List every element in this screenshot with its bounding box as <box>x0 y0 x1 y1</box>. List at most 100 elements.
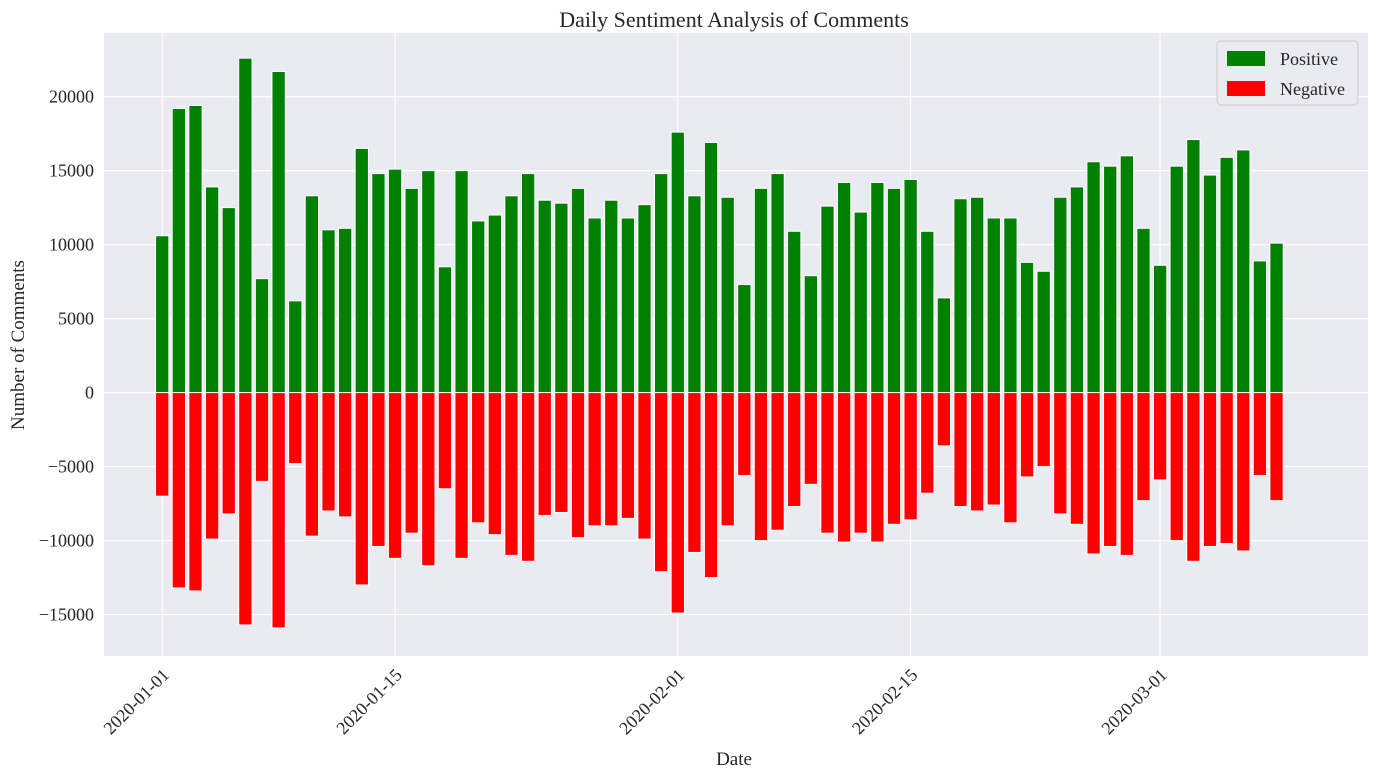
y-tick-label: 15000 <box>49 161 94 181</box>
bar-negative <box>471 392 486 524</box>
bar-positive <box>570 187 586 394</box>
bar-positive <box>654 173 669 394</box>
bar-positive <box>1252 260 1268 394</box>
bar-positive <box>986 217 1001 394</box>
bar-negative <box>1269 392 1284 502</box>
bar-positive <box>970 196 985 394</box>
bar-positive <box>703 142 719 394</box>
bar-positive <box>404 187 419 394</box>
y-tick-labels: −15000 −10000 −5000 0 5000 10000 15000 20000 <box>39 87 94 625</box>
bar-negative <box>587 392 602 527</box>
bar-positive <box>770 173 785 394</box>
bar-positive <box>953 198 968 394</box>
bar-negative <box>770 392 785 531</box>
y-tick-label: 10000 <box>49 235 94 255</box>
bar-positive <box>936 297 952 394</box>
y-tick-label: 20000 <box>49 87 94 107</box>
x-tick-label: 2020-01-01 <box>99 665 173 739</box>
bar-negative <box>354 392 369 586</box>
bar-positive <box>221 207 236 394</box>
bar-positive <box>1236 149 1251 394</box>
bar-negative <box>1202 392 1218 547</box>
bar-negative <box>1186 392 1201 562</box>
y-tick-label: 5000 <box>58 309 94 329</box>
bar-negative <box>1236 392 1251 552</box>
bar-positive <box>820 205 835 394</box>
bar-negative <box>1069 392 1085 525</box>
x-tick-label: 2020-02-15 <box>848 665 922 739</box>
bar-positive <box>537 199 552 394</box>
bar-negative <box>970 392 985 512</box>
bar-positive <box>254 278 270 394</box>
legend-swatch-negative <box>1227 81 1265 96</box>
bar-negative <box>1053 392 1068 515</box>
y-axis-label: Number of Comments <box>8 260 29 430</box>
bar-positive <box>321 229 336 394</box>
bar-positive <box>554 202 569 394</box>
bar-positive <box>670 131 685 394</box>
bar-positive <box>903 179 918 394</box>
bar-positive <box>1053 196 1068 394</box>
bar-negative <box>687 392 702 553</box>
bar-positive <box>637 204 652 394</box>
bars <box>155 57 1284 629</box>
bar-positive <box>354 147 369 394</box>
bar-positive <box>1036 270 1051 394</box>
bar-negative <box>920 392 935 494</box>
bar-positive <box>504 195 519 394</box>
bar-negative <box>238 392 253 626</box>
bar-negative <box>903 392 918 521</box>
bar-positive <box>387 168 403 394</box>
bar-negative <box>670 392 685 614</box>
bar-positive <box>338 227 353 394</box>
legend-label-positive: Positive <box>1280 49 1338 69</box>
bar-positive <box>1186 139 1201 394</box>
bar-positive <box>1103 165 1118 394</box>
bar-positive <box>587 217 602 394</box>
bar-positive <box>520 173 536 394</box>
bar-positive <box>753 187 769 394</box>
bar-negative <box>371 392 386 547</box>
bar-positive <box>371 173 386 394</box>
bar-negative <box>1136 392 1151 502</box>
bar-negative <box>787 392 802 508</box>
legend-label-negative: Negative <box>1280 79 1345 99</box>
bar-positive <box>171 107 186 394</box>
chart-title: Daily Sentiment Analysis of Comments <box>559 7 909 32</box>
bar-negative <box>1036 392 1051 468</box>
bar-negative <box>620 392 636 519</box>
bar-positive <box>1086 161 1101 394</box>
bar-negative <box>504 392 519 556</box>
bar-negative <box>820 392 835 534</box>
bar-positive <box>271 70 286 394</box>
bar-negative <box>204 392 220 540</box>
bar-negative <box>853 392 868 534</box>
bar-positive <box>1019 261 1035 394</box>
bar-negative <box>387 392 403 559</box>
x-tick-label: 2020-03-01 <box>1097 665 1171 739</box>
bar-negative <box>221 392 236 515</box>
bar-positive <box>288 300 303 394</box>
bar-negative <box>803 392 818 485</box>
bar-negative <box>986 392 1001 506</box>
bar-positive <box>1202 174 1218 394</box>
bar-negative <box>637 392 652 540</box>
x-tick-labels: 2020-01-01 2020-01-15 2020-02-01 2020-02-15… <box>99 665 1170 739</box>
bar-positive <box>787 230 802 394</box>
bar-positive <box>1003 217 1018 394</box>
bar-positive <box>604 199 619 394</box>
bar-negative <box>487 392 502 536</box>
bar-positive <box>1136 227 1151 394</box>
x-tick-label: 2020-01-15 <box>332 665 406 739</box>
bar-positive <box>1119 155 1134 394</box>
x-tick-label: 2020-02-01 <box>615 665 689 739</box>
bar-negative <box>570 392 586 539</box>
bar-negative <box>720 392 735 527</box>
bar-negative <box>171 392 186 589</box>
bar-negative <box>188 392 203 592</box>
bar-negative <box>254 392 270 482</box>
x-axis-label: Date <box>716 749 752 770</box>
legend-swatch-positive <box>1227 51 1265 66</box>
bar-positive <box>1069 186 1085 394</box>
bar-negative <box>437 392 453 490</box>
